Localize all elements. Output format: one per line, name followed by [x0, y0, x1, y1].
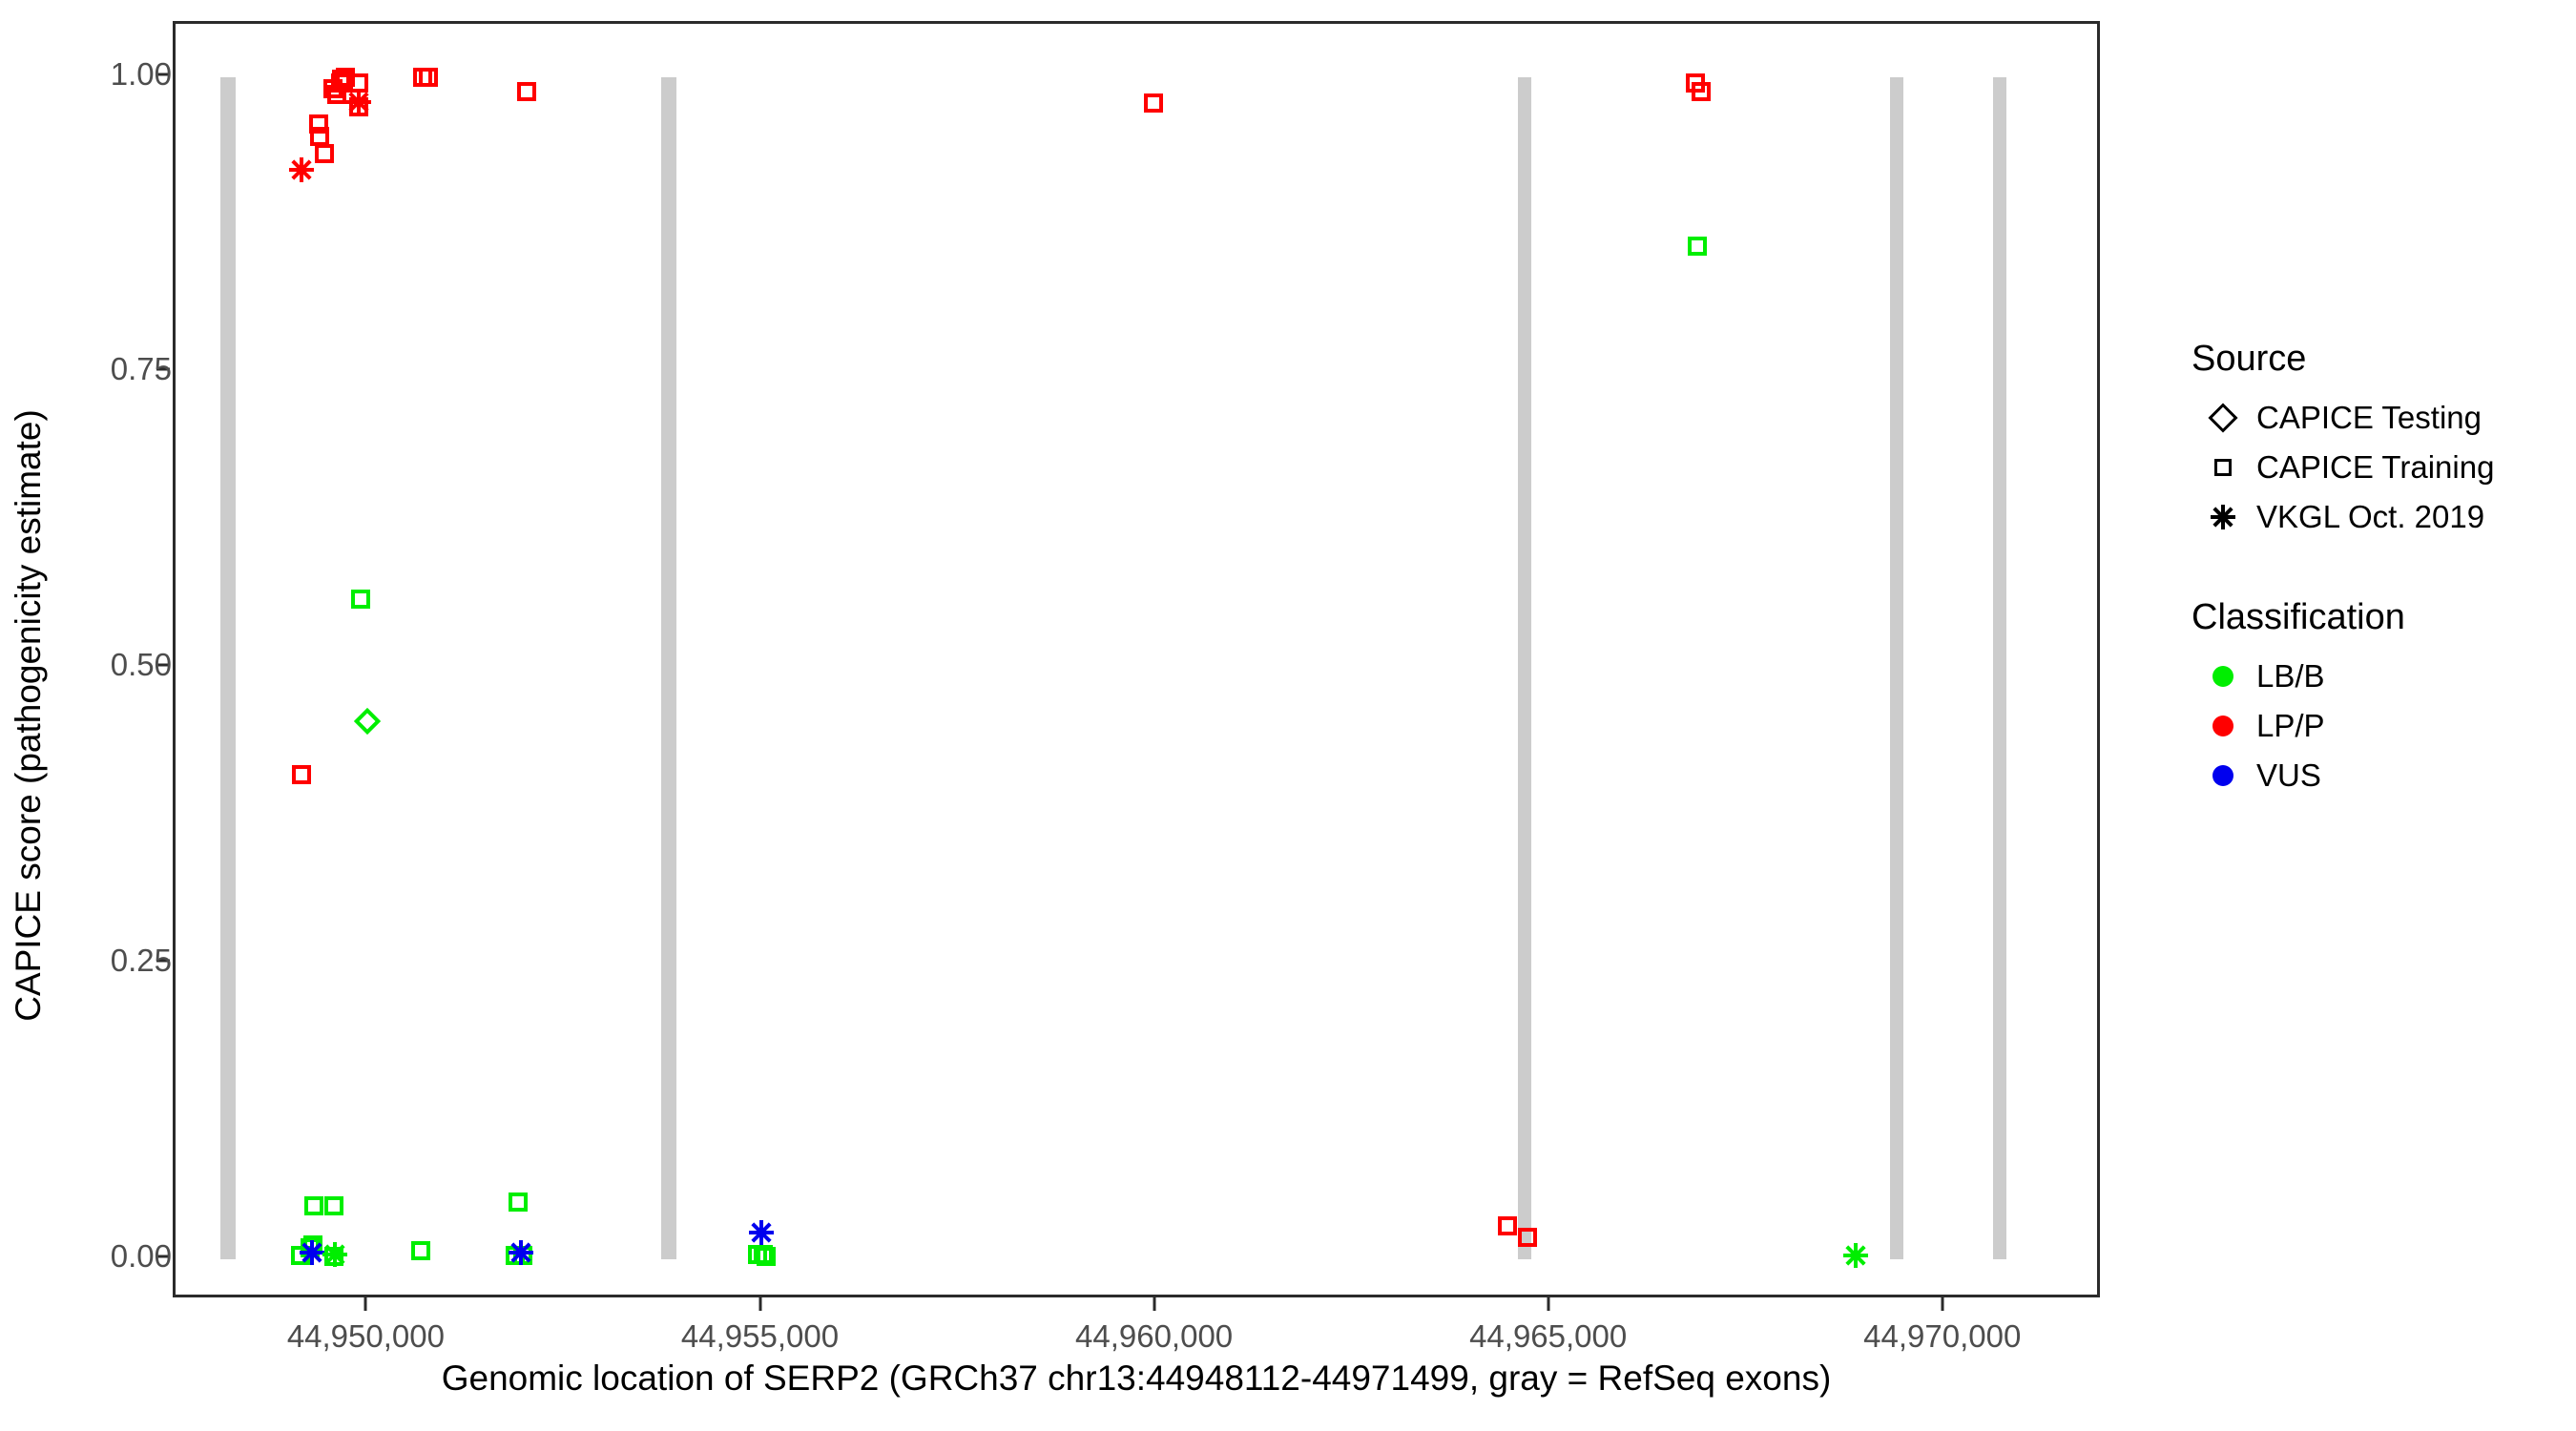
- plot-area: [176, 24, 2097, 1295]
- legend-item[interactable]: LP/P: [2190, 701, 2562, 751]
- legend-item-label: VKGL Oct. 2019: [2256, 499, 2485, 534]
- square-marker-icon: [2214, 459, 2232, 476]
- data-point-asterisk: [287, 156, 320, 188]
- data-point-asterisk: [298, 1238, 330, 1271]
- y-axis-tick-label: 0.00: [110, 1237, 172, 1274]
- legend-container: Source CAPICE Testing CAPICE Training VKGL …: [2190, 339, 2562, 800]
- data-point-square: [332, 70, 352, 90]
- data-point-square: [308, 114, 328, 135]
- x-axis-tick-label: 44,965,000: [1469, 1318, 1628, 1354]
- legend-spacer: [2190, 542, 2562, 597]
- x-axis-tick: [1547, 1297, 1550, 1311]
- data-point-asterisk: [507, 1238, 539, 1271]
- y-axis-tick-label: 0.50: [110, 647, 172, 683]
- exon-bar: [220, 76, 236, 1259]
- data-point-square: [1498, 1215, 1518, 1235]
- y-axis-tick: [156, 959, 170, 963]
- plot-panel: [173, 21, 2100, 1297]
- dot-marker-icon: [2212, 666, 2233, 687]
- y-axis-tick-label: 0.25: [110, 942, 172, 978]
- legend-item[interactable]: CAPICE Training: [2190, 443, 2562, 492]
- y-axis-tick: [156, 73, 170, 76]
- x-axis-tick-label: 44,950,000: [286, 1318, 445, 1354]
- data-point-square: [1688, 236, 1708, 256]
- legend-item[interactable]: VKGL Oct. 2019: [2190, 492, 2562, 542]
- legend-item-label: VUS: [2256, 757, 2321, 793]
- legend-item-label: LP/P: [2256, 708, 2325, 743]
- data-point-square: [1144, 93, 1164, 113]
- data-point-asterisk: [321, 1240, 353, 1273]
- x-axis-tick-label: 44,960,000: [1074, 1318, 1234, 1354]
- data-point-square: [410, 1240, 430, 1260]
- data-point-square: [351, 590, 371, 610]
- data-point-asterisk: [747, 1218, 779, 1251]
- data-point-square: [324, 1195, 344, 1215]
- legend-key-dot: [2190, 716, 2256, 736]
- legend-item[interactable]: CAPICE Testing: [2190, 393, 2562, 443]
- legend-key-diamond: [2190, 403, 2256, 433]
- data-point-asterisk: [344, 88, 377, 120]
- legend-item-label: CAPICE Training: [2256, 449, 2495, 485]
- data-point-square: [1691, 81, 1711, 101]
- x-axis-tick: [1941, 1297, 1944, 1311]
- legend-item[interactable]: VUS: [2190, 751, 2562, 800]
- y-axis-tick: [156, 663, 170, 667]
- data-point-square: [419, 67, 439, 87]
- data-point-square: [756, 1247, 776, 1267]
- x-axis-tick: [364, 1297, 367, 1311]
- x-axis-title: Genomic location of SERP2 (GRCh37 chr13:…: [441, 1358, 1832, 1398]
- y-axis-tick: [156, 1255, 170, 1258]
- dot-marker-icon: [2212, 716, 2233, 736]
- legend-item-label: LB/B: [2256, 658, 2325, 694]
- data-point-diamond: [354, 707, 382, 736]
- data-point-asterisk: [1841, 1241, 1874, 1274]
- y-axis-tick-label: 1.00: [110, 55, 172, 92]
- data-point-square: [1517, 1228, 1537, 1248]
- legend-key-dot: [2190, 666, 2256, 687]
- diamond-marker-icon: [2208, 403, 2238, 433]
- x-axis-tick: [1153, 1297, 1156, 1311]
- data-point-square: [309, 126, 329, 146]
- exon-bar: [1993, 76, 2007, 1259]
- legend-key-dot: [2190, 765, 2256, 786]
- exon-bar: [1890, 76, 1904, 1259]
- x-axis-tick-label: 44,955,000: [680, 1318, 840, 1354]
- y-axis-tick-label: 0.75: [110, 351, 172, 387]
- legend-title: Classification: [2192, 597, 2405, 637]
- data-point-square: [509, 1192, 529, 1213]
- legend-key-asterisk: [2190, 503, 2256, 531]
- legend-item[interactable]: LB/B: [2190, 652, 2562, 701]
- exon-bar: [661, 76, 677, 1259]
- dot-marker-icon: [2212, 765, 2233, 786]
- data-point-square: [754, 1244, 774, 1264]
- data-point-square: [516, 81, 536, 101]
- y-axis-title: CAPICE score (pathogenicity estimate): [9, 409, 48, 1022]
- data-point-square: [315, 144, 335, 164]
- legend-title: Source: [2192, 339, 2307, 379]
- legend-item-label: CAPICE Testing: [2256, 400, 2482, 435]
- x-axis-tick: [758, 1297, 761, 1311]
- data-point-square: [292, 764, 312, 784]
- y-axis-tick: [156, 367, 170, 371]
- legend-key-square: [2190, 459, 2256, 476]
- x-axis-tick-label: 44,970,000: [1863, 1318, 2022, 1354]
- data-point-square: [304, 1195, 324, 1215]
- exon-bar: [1517, 76, 1531, 1259]
- asterisk-marker-icon: [2211, 505, 2235, 529]
